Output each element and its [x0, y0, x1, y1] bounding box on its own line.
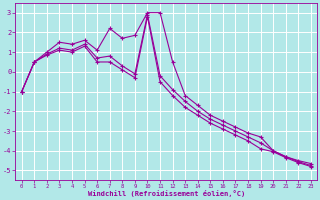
X-axis label: Windchill (Refroidissement éolien,°C): Windchill (Refroidissement éolien,°C): [88, 190, 245, 197]
